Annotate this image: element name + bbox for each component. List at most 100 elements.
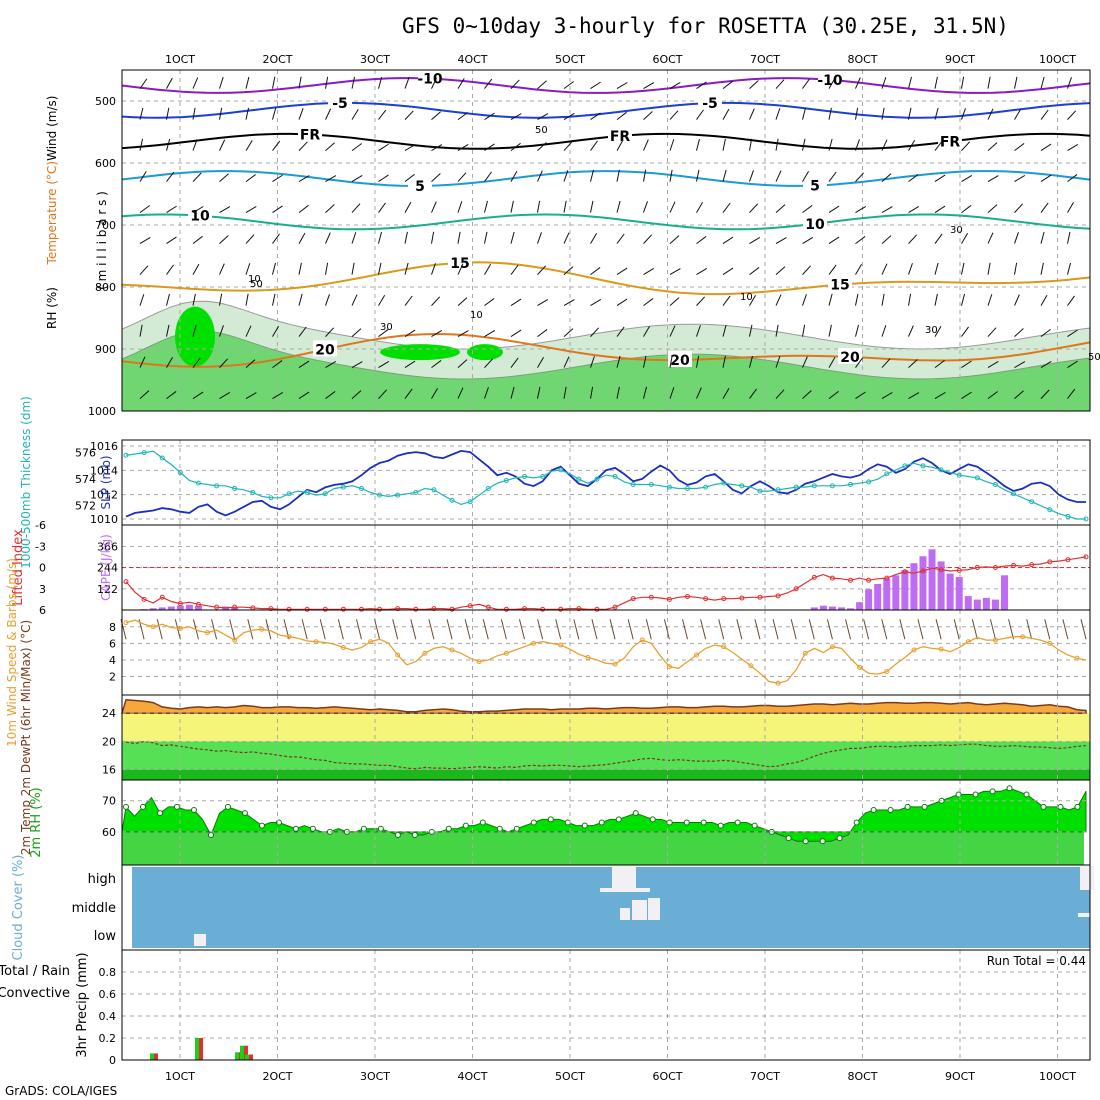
thickness-point (1011, 491, 1017, 497)
wind-barb (987, 262, 991, 275)
thickness-point (576, 476, 582, 482)
y-tick-precip: 0.6 (99, 988, 117, 1001)
wind-barb (908, 325, 914, 337)
isotherm-label: -5 (332, 96, 348, 112)
wind-barb (775, 356, 781, 368)
thickness-point (485, 485, 491, 491)
rh-2m-point (360, 825, 367, 832)
thickness-point (612, 474, 618, 480)
wind-barb (828, 264, 837, 275)
wind-barb (431, 173, 441, 182)
wind-barb (590, 140, 598, 151)
rh-2m-point (411, 831, 418, 838)
wind-barb (749, 138, 753, 151)
rh-contour-label: 50 (250, 279, 263, 290)
rh-2m-point (700, 819, 707, 826)
rh-2m-point (921, 803, 928, 810)
wind-barb (298, 232, 306, 244)
wind-barb (325, 361, 337, 369)
wind-barb (1014, 143, 1025, 152)
wind-barb (828, 107, 832, 120)
isotherm-label-bg (698, 94, 722, 111)
wind-barb (378, 143, 389, 152)
wind-barb (219, 173, 229, 182)
wind-barb (934, 107, 939, 120)
wind-barb (484, 200, 488, 213)
wind-barb (961, 233, 969, 244)
y-tick-cape: 366 (97, 541, 118, 554)
y-tick-wind: 4 (109, 654, 116, 667)
isotherm-label-bg (803, 214, 827, 231)
rh-2m-point (785, 835, 792, 842)
isotherm-label: -10 (817, 73, 843, 89)
rh-contour-label: 10 (470, 310, 483, 321)
wind-barb-10m (682, 619, 688, 640)
wind-barb (802, 237, 814, 245)
wind-barb (563, 356, 570, 368)
wind-barb (219, 293, 223, 306)
wind-speed-point (531, 640, 537, 646)
x-tick-bottom: 3OCT (360, 1070, 390, 1083)
wind-barb (961, 326, 969, 337)
lifted-index-point (177, 601, 183, 607)
wind-speed-point (775, 680, 781, 686)
cape-bar (1000, 575, 1008, 610)
cape-bar (167, 606, 175, 610)
wind-barb (961, 262, 965, 275)
wind-barb (881, 358, 891, 368)
wind-barb (696, 268, 708, 276)
wind-barb (219, 235, 229, 244)
wind-speed-point (938, 646, 944, 652)
wind-barb (855, 206, 867, 214)
isotherm-line (121, 132, 1091, 150)
wind-barb (537, 386, 541, 399)
rh-2m-point (1057, 803, 1064, 810)
cape-bar (158, 607, 166, 610)
lifted-index-point (974, 565, 980, 570)
thickness-point (123, 452, 129, 458)
ylabel-rh-part: RH (%) (45, 287, 59, 329)
wind-speed-point (721, 644, 727, 650)
x-tick-top: 8OCT (847, 53, 877, 66)
wind-barb (669, 81, 681, 90)
wind-barb-10m (627, 619, 634, 640)
x-tick-bottom: 2OCT (262, 1070, 292, 1083)
wind-barb (484, 358, 494, 368)
x-tick-top: 6OCT (652, 53, 682, 66)
thickness-point (304, 489, 310, 495)
thickness-point (431, 487, 437, 493)
wind-barb (1014, 76, 1018, 89)
wind-barb (722, 267, 734, 276)
wind-barb (378, 174, 389, 183)
cloud-cover-cell (1080, 866, 1094, 890)
precip-convective-bar (244, 1045, 248, 1060)
wind-barb (934, 325, 942, 337)
y-tick-slp: 1010 (90, 513, 118, 526)
wind-barb (298, 262, 302, 275)
cape-bar (946, 573, 954, 610)
wind-barb (696, 387, 702, 399)
wind-barb-10m (464, 619, 471, 640)
wind-barb (1040, 294, 1048, 306)
wind-barb (457, 263, 464, 275)
isotherm-line (121, 77, 1091, 94)
wind-barb (192, 357, 201, 368)
wind-barb (484, 330, 496, 338)
wind-barb (908, 234, 918, 244)
wind-barb (245, 205, 257, 214)
wind-barb (961, 175, 973, 183)
y-tick-temp: 24 (102, 707, 116, 720)
wind-barb-10m (247, 619, 254, 640)
ylabel-temp-2m-part: 2m Temp 2m DewPt (6hr Min/Max) (°C) (19, 620, 33, 855)
wind-barb (881, 139, 888, 151)
y-tick-cape: 244 (97, 562, 118, 575)
thickness-line (125, 450, 1086, 520)
wind-barb (351, 174, 363, 183)
wind-barb (590, 81, 601, 90)
wind-barb (378, 76, 383, 89)
wind-barb (404, 110, 414, 120)
wind-barb-10m (808, 619, 815, 640)
y-tick-lifted-index: 6 (39, 604, 46, 617)
wind-barb (590, 327, 600, 337)
wind-barb (669, 169, 673, 182)
